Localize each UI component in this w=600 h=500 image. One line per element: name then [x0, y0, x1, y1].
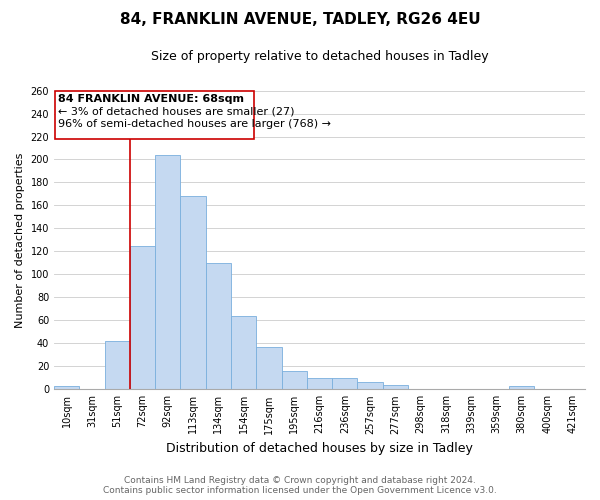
Bar — [509, 386, 535, 390]
Bar — [358, 382, 383, 390]
Bar — [206, 263, 231, 390]
Text: Contains HM Land Registry data © Crown copyright and database right 2024.
Contai: Contains HM Land Registry data © Crown c… — [103, 476, 497, 495]
Bar — [231, 316, 256, 390]
Bar — [155, 155, 181, 390]
Text: 84 FRANKLIN AVENUE: 68sqm: 84 FRANKLIN AVENUE: 68sqm — [58, 94, 244, 104]
Bar — [104, 341, 130, 390]
Bar — [332, 378, 358, 390]
Text: ← 3% of detached houses are smaller (27): ← 3% of detached houses are smaller (27) — [58, 106, 295, 117]
Bar — [383, 384, 408, 390]
Title: Size of property relative to detached houses in Tadley: Size of property relative to detached ho… — [151, 50, 488, 63]
Bar — [130, 246, 155, 390]
Bar — [54, 386, 79, 390]
FancyBboxPatch shape — [55, 90, 254, 139]
Bar — [256, 347, 281, 390]
Y-axis label: Number of detached properties: Number of detached properties — [15, 152, 25, 328]
Text: 84, FRANKLIN AVENUE, TADLEY, RG26 4EU: 84, FRANKLIN AVENUE, TADLEY, RG26 4EU — [119, 12, 481, 28]
Bar — [307, 378, 332, 390]
X-axis label: Distribution of detached houses by size in Tadley: Distribution of detached houses by size … — [166, 442, 473, 455]
Bar — [181, 196, 206, 390]
Text: 96% of semi-detached houses are larger (768) →: 96% of semi-detached houses are larger (… — [58, 120, 331, 130]
Bar — [281, 371, 307, 390]
